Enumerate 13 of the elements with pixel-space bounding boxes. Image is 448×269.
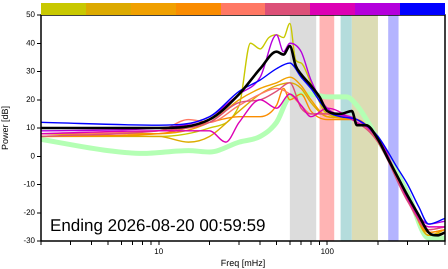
y-tick-label: -10 — [23, 180, 36, 189]
y-tick-label: 50 — [26, 10, 36, 20]
x-axis-title: Freq [mHz] — [220, 258, 266, 268]
x-tick-label: 100 — [320, 247, 334, 256]
y-tick-label: -30 — [23, 236, 36, 246]
y-tick-label: 20 — [26, 94, 36, 104]
y-axis-title: Power [dB] — [0, 106, 10, 150]
y-tick-label: 30 — [26, 66, 36, 76]
y-tick-label: 10 — [26, 123, 36, 132]
annotation: Ending 2026-08-20 00:59:59 — [50, 216, 266, 236]
y-tick-label: 40 — [26, 38, 36, 48]
y-tick-label: -20 — [23, 208, 36, 217]
y-tick-label: 0 — [30, 151, 36, 160]
